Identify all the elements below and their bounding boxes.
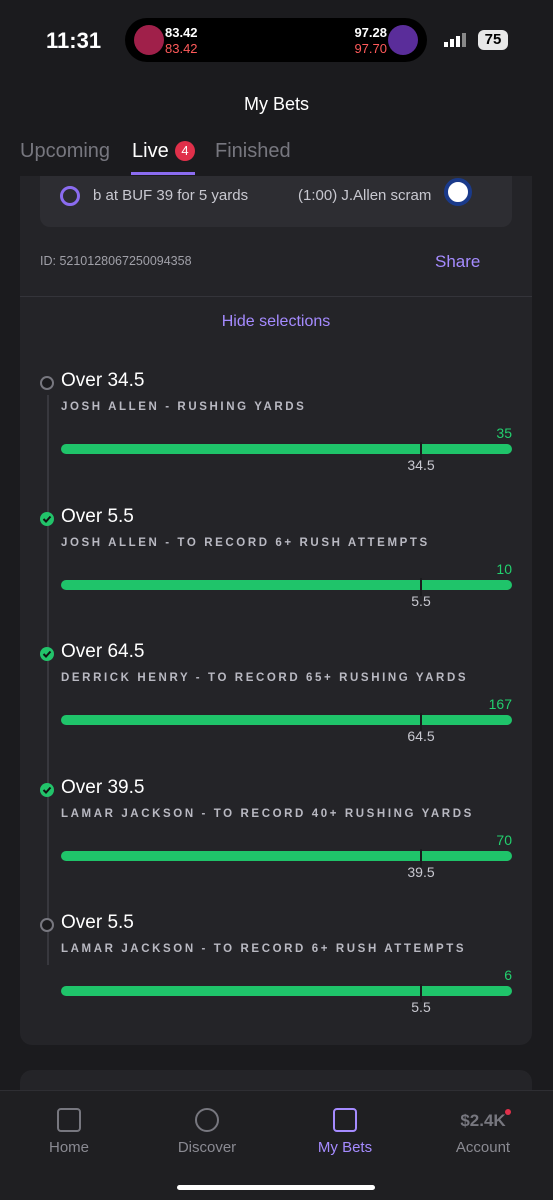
line-marker (420, 848, 422, 867)
line-value: 39.5 (407, 863, 435, 880)
selection-subtitle: DERRICK HENRY - TO RECORD 65+ RUSHING YA… (61, 672, 469, 684)
battery: 75 (478, 30, 508, 50)
nav-label[interactable]: My Bets (317, 1139, 373, 1156)
progress-bar (61, 444, 512, 454)
check (42, 786, 52, 794)
line-marker (420, 984, 422, 1002)
nfl-logo (444, 178, 472, 206)
bottom-nav: Home Discover My Bets $2.4K Account (0, 1090, 553, 1200)
status-icon (40, 647, 54, 661)
bet-id: ID: 5210128067250094358 (40, 254, 192, 268)
tab[interactable]: Finished (215, 140, 291, 162)
nav-label[interactable]: Account (455, 1139, 511, 1156)
status-icon (40, 918, 54, 932)
check (42, 650, 52, 658)
line-value: 64.5 (407, 728, 435, 744)
result-value: 35 (496, 425, 512, 441)
ticker: b at BUF 39 for 5 yards (1:00) J.Allen s… (40, 176, 512, 227)
ticker-text: b at BUF 39 for 5 yards (93, 187, 249, 204)
time: 11:31 (46, 28, 102, 53)
home-indicator (177, 1185, 375, 1190)
nav-icon: $2.4K (460, 1111, 506, 1130)
nav-label[interactable]: Home (48, 1139, 89, 1156)
score: 83.42 (165, 41, 198, 56)
selection-title: Over 5.5 (61, 505, 134, 527)
result-value: 167 (488, 696, 512, 712)
team-logo (388, 25, 418, 55)
line-value: 5.5 (411, 592, 431, 609)
page-title: My Bets (243, 94, 309, 114)
nav-icon (195, 1108, 219, 1132)
selection-subtitle: LAMAR JACKSON - TO RECORD 6+ RUSH ATTEMP… (61, 943, 467, 955)
ticker-text: (1:00) J.Allen scram (298, 187, 432, 204)
tab[interactable]: Live (132, 140, 169, 162)
dynamic-island: 83.42 83.42 97.28 97.70 (125, 18, 427, 62)
line-value: 5.5 (411, 999, 431, 1015)
share-button[interactable]: Share (435, 252, 481, 271)
progress-bar (61, 986, 512, 996)
progress-bar (61, 850, 512, 861)
result-value: 10 (496, 560, 512, 577)
live-icon (60, 186, 80, 206)
timeline (47, 395, 49, 965)
nav-icon (57, 1108, 81, 1132)
signal (444, 33, 468, 47)
tab-indicator (131, 172, 195, 175)
result-value: 70 (496, 831, 512, 848)
check (42, 515, 52, 523)
toggle-selections[interactable]: Hide selections (221, 313, 331, 330)
score: 97.70 (354, 41, 387, 56)
tab-badge: 4 (175, 141, 195, 161)
score: 83.42 (165, 25, 198, 40)
nav-label[interactable]: Discover (177, 1139, 237, 1156)
selection-title: Over 5.5 (61, 912, 134, 933)
selection-title: Over 34.5 (61, 370, 145, 391)
line-marker (420, 442, 422, 460)
progress-bar (61, 715, 512, 725)
line-marker (420, 713, 422, 731)
selection-subtitle: JOSH ALLEN - TO RECORD 6+ RUSH ATTEMPTS (61, 536, 430, 549)
selection-subtitle: JOSH ALLEN - RUSHING YARDS (61, 401, 307, 413)
nav-icon (333, 1108, 357, 1132)
progress-bar (61, 579, 512, 590)
score: 97.28 (354, 25, 387, 40)
selection-subtitle: LAMAR JACKSON - TO RECORD 40+ RUSHING YA… (61, 807, 474, 820)
status-icon (40, 511, 54, 526)
line-value: 34.5 (407, 457, 435, 473)
divider (20, 296, 532, 297)
selection-title: Over 64.5 (61, 641, 145, 662)
team-logo (134, 25, 164, 55)
line-marker (420, 577, 422, 596)
bet-card: b at BUF 39 for 5 yards (1:00) J.Allen s… (20, 176, 532, 1045)
status-icon (40, 782, 54, 797)
selection-title: Over 39.5 (61, 776, 145, 798)
tab[interactable]: Upcoming (20, 140, 111, 162)
status-icon (40, 376, 54, 390)
result-value: 6 (504, 967, 512, 983)
notification-dot (505, 1109, 511, 1115)
